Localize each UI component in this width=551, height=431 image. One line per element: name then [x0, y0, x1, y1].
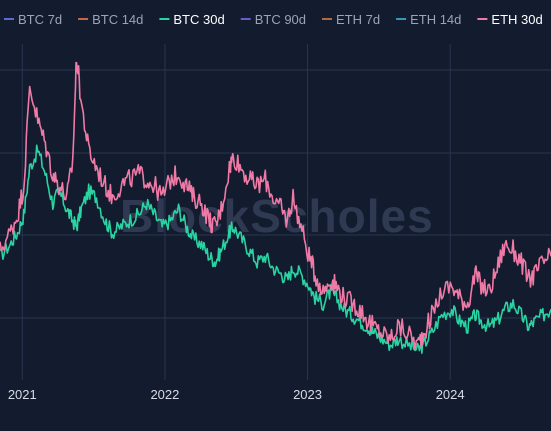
- x-tick-label: 2021: [8, 387, 37, 402]
- x-tick-label: 2024: [436, 387, 465, 402]
- watermark-text: BlockScholes: [120, 190, 434, 242]
- series-line-eth-30d: [0, 61, 551, 351]
- legend-label: BTC 14d: [92, 12, 143, 27]
- legend-label: BTC 90d: [255, 12, 306, 27]
- x-tick-label: 2022: [150, 387, 179, 402]
- legend-label: ETH 14d: [410, 12, 461, 27]
- legend-item-eth-14d[interactable]: ETH 14d: [396, 12, 461, 27]
- legend-item-btc-30d[interactable]: BTC 30d: [159, 12, 225, 27]
- legend-item-btc-7d[interactable]: BTC 7d: [4, 12, 62, 27]
- legend-item-eth-30d[interactable]: ETH 30d: [477, 12, 543, 27]
- legend-item-btc-14d[interactable]: BTC 14d: [78, 12, 143, 27]
- x-axis: 2021 2022 2023 2024: [8, 387, 465, 402]
- legend-item-eth-7d[interactable]: ETH 7d: [322, 12, 380, 27]
- gridlines: [0, 44, 551, 380]
- legend-label: BTC 7d: [18, 12, 62, 27]
- legend-label: ETH 30d: [491, 12, 542, 27]
- series-line-btc-30d: [0, 144, 551, 355]
- legend-label: BTC 30d: [173, 12, 224, 27]
- series-layer: [0, 61, 551, 355]
- legend-item-btc-90d[interactable]: BTC 90d: [240, 12, 306, 27]
- x-tick-label: 2023: [293, 387, 322, 402]
- legend-label: ETH 7d: [336, 12, 380, 27]
- legend[interactable]: BTC 7d BTC 14d BTC 30d BTC 90d ETH 7d ETH 14d…: [4, 12, 543, 27]
